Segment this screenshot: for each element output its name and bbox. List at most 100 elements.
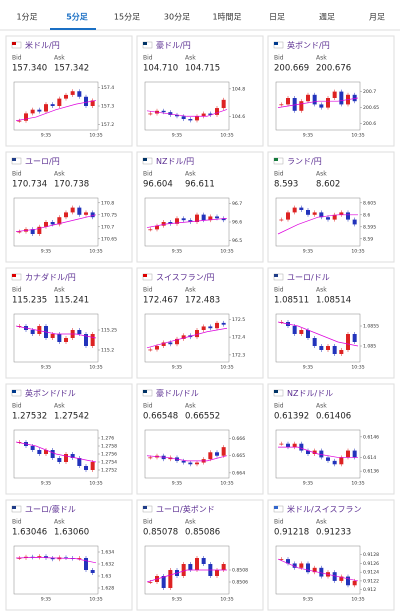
y-tick-label: 170.7 [101, 224, 114, 230]
flag-part [143, 42, 147, 45]
pair-name[interactable]: ランド/円 [287, 157, 322, 166]
pair-name[interactable]: 英ポンド/ドル [25, 388, 76, 398]
bid-value: 0.66548 [143, 412, 178, 422]
y-tick-label: 96.6 [232, 220, 242, 226]
pair-name[interactable]: NZドル/ドル [287, 389, 333, 398]
ask-label: Ask [316, 287, 327, 294]
moving-average [146, 455, 228, 462]
pair-name[interactable]: カナダドル/円 [25, 272, 76, 282]
x-tick-label: 10:35 [351, 365, 364, 371]
candle [195, 330, 199, 338]
y-tick-label: 115.25 [101, 328, 117, 334]
tab[interactable]: 日足 [269, 13, 285, 22]
y-tick-label: 0.8508 [232, 568, 248, 574]
candle [64, 94, 68, 99]
y-tick-label: 1.0855 [363, 324, 379, 330]
x-tick-label: 10:35 [89, 365, 102, 371]
candle [50, 104, 55, 106]
candle [37, 326, 42, 334]
candle [339, 91, 344, 105]
pair-name[interactable]: 米ドル/円 [25, 40, 60, 50]
x-tick-label: 9:35 [303, 133, 313, 139]
candle [208, 216, 213, 221]
candle [339, 576, 344, 581]
bid-value: 115.235 [12, 296, 47, 306]
candle [292, 326, 297, 334]
flag-part [12, 506, 16, 509]
active-tab-underline [50, 28, 96, 30]
y-tick-label: 1.276 [101, 436, 114, 442]
tab[interactable]: 1時間足 [212, 13, 241, 22]
candle [90, 100, 95, 106]
pair-name[interactable]: 豪ドル/ドル [156, 388, 199, 398]
ask-label: Ask [316, 55, 327, 62]
candle [57, 217, 62, 225]
tab[interactable]: 30分足 [164, 13, 190, 22]
candle [77, 207, 82, 215]
bid-label: Bid [274, 519, 284, 526]
tab[interactable]: 15分足 [114, 13, 140, 22]
pair-name[interactable]: ユーロ/ドル [287, 273, 330, 282]
pair-name[interactable]: 英ポンド/円 [287, 40, 330, 50]
tab[interactable]: 5分足 [66, 12, 89, 22]
candle [24, 113, 28, 121]
candle [299, 207, 304, 210]
candle [286, 212, 290, 220]
candle [339, 350, 344, 354]
y-tick-label: 0.665 [232, 453, 245, 459]
tab[interactable]: 月足 [369, 13, 385, 22]
moving-average [15, 214, 97, 232]
pair-name[interactable]: スイスフラン/円 [156, 273, 214, 282]
candle [319, 212, 324, 218]
ask-value: 170.738 [54, 180, 89, 190]
candle [215, 452, 219, 456]
candle [17, 558, 22, 559]
pair-name[interactable]: NZドル/円 [156, 157, 194, 166]
candle [37, 109, 42, 112]
candle [70, 207, 75, 213]
moving-average [15, 441, 97, 463]
pair-name[interactable]: 米ドル/スイスフラン [287, 504, 361, 514]
tab[interactable]: 週足 [319, 13, 335, 22]
candle [161, 222, 166, 226]
candle [332, 346, 337, 354]
candle [30, 330, 35, 334]
candle [326, 98, 330, 108]
pair-name[interactable]: 豪ドル/円 [156, 40, 191, 50]
bid-label: Bid [274, 287, 284, 294]
moving-average [277, 97, 359, 108]
candle [64, 454, 68, 462]
x-tick-label: 9:35 [41, 597, 51, 603]
y-tick-label: 8.59 [363, 236, 373, 242]
candle [57, 98, 62, 106]
y-tick-label: 200.6 [363, 121, 376, 127]
chart-frame [144, 313, 230, 363]
candle [352, 94, 357, 102]
candle [306, 450, 310, 454]
pair-name[interactable]: ユーロ/英ポンド [156, 504, 215, 514]
y-tick-label: 1.2756 [101, 452, 117, 458]
chart-frame [144, 81, 230, 131]
ask-value: 96.611 [185, 180, 215, 190]
candle [168, 222, 173, 224]
tab[interactable]: 1分足 [16, 13, 37, 22]
candle [279, 219, 284, 221]
candle [332, 91, 337, 98]
candle [352, 219, 357, 225]
candle [352, 580, 357, 586]
ask-label: Ask [185, 55, 196, 62]
candle [279, 559, 284, 560]
bid-value: 1.63046 [12, 528, 47, 538]
pair-name[interactable]: ユーロ/豪ドル [25, 504, 76, 514]
ask-label: Ask [54, 287, 65, 294]
bid-value: 96.604 [143, 180, 173, 190]
y-tick-label: 172.4 [232, 335, 245, 341]
ask-value: 172.483 [185, 296, 220, 306]
candle [44, 450, 48, 454]
bid-value: 170.734 [12, 180, 47, 190]
ask-label: Ask [54, 403, 65, 410]
candle [319, 567, 324, 577]
candle [306, 210, 310, 215]
pair-name[interactable]: ユーロ/円 [25, 157, 60, 166]
